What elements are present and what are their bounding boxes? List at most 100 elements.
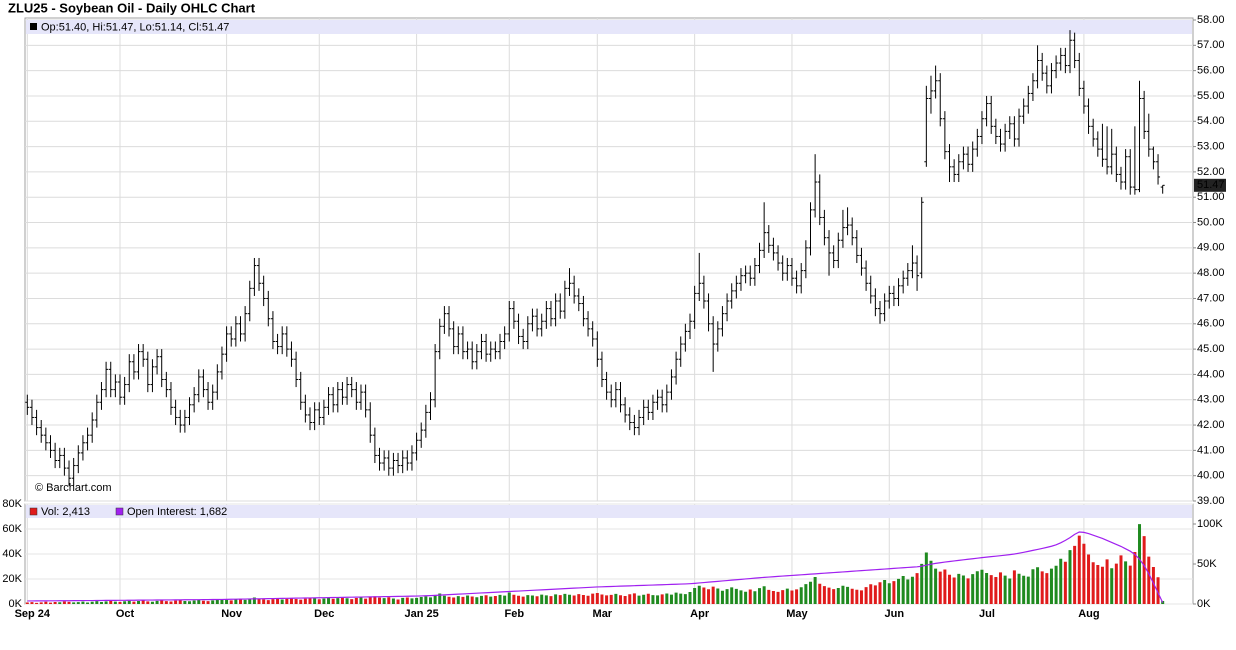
- x-tick-label: Oct: [116, 608, 135, 620]
- volume-bar: [1087, 554, 1091, 604]
- volume-bar: [331, 598, 335, 604]
- last-price-box: [1194, 178, 1226, 192]
- volume-bar: [410, 598, 414, 604]
- volume-bar: [123, 601, 127, 604]
- volume-bar: [744, 591, 748, 604]
- y-tick-label: 47.00: [1197, 292, 1225, 304]
- y-tick-label: 51.00: [1197, 191, 1225, 203]
- volume-bar: [869, 584, 873, 604]
- volume-bar: [1073, 545, 1077, 604]
- volume-bar: [762, 586, 766, 604]
- volume-bar: [808, 581, 812, 604]
- volume-bar: [127, 600, 131, 604]
- volume-bar: [753, 591, 757, 604]
- volume-bar: [350, 599, 354, 604]
- volume-bar: [910, 576, 914, 604]
- y-tick-label: 46.00: [1197, 318, 1225, 330]
- price-panel: [24, 17, 1194, 502]
- volume-bar: [707, 589, 711, 604]
- volume-bar: [920, 563, 924, 604]
- x-tick-label: Sep 24: [15, 608, 51, 620]
- volume-bar: [405, 597, 409, 604]
- volume-bar: [1008, 578, 1012, 604]
- y-tick-label: 49.00: [1197, 242, 1225, 254]
- volume-bar: [95, 601, 99, 604]
- y-tick-label: 53.00: [1197, 140, 1225, 152]
- volume-bar: [308, 597, 312, 604]
- volume-bar: [266, 600, 270, 604]
- y2-tick-label: 0K: [1197, 598, 1211, 610]
- volume-bar: [238, 598, 242, 604]
- volume-bar: [711, 586, 715, 604]
- volume-bar: [540, 594, 544, 604]
- volume-bar: [660, 594, 664, 604]
- volume-bar: [767, 589, 771, 604]
- volume-bar: [215, 599, 219, 604]
- volume-bar: [470, 596, 474, 604]
- volume-bar: [855, 589, 859, 604]
- volume-bar: [924, 552, 928, 604]
- volume-bar: [86, 602, 90, 604]
- volume-bar: [44, 601, 48, 604]
- volume-bar: [280, 599, 284, 604]
- volume-bar: [442, 595, 446, 604]
- volume-bar: [632, 593, 636, 604]
- volume-bar: [600, 594, 604, 604]
- volume-bar: [169, 601, 173, 604]
- volume-bar: [1096, 565, 1100, 604]
- volume-bar: [563, 593, 567, 604]
- volume-bar: [966, 578, 970, 604]
- volume-bar: [201, 600, 205, 604]
- volume-bar: [846, 586, 850, 604]
- volume-bar: [906, 579, 910, 604]
- volume-bar: [734, 588, 738, 604]
- volume-bar: [781, 590, 785, 604]
- volume-bar: [1156, 577, 1160, 604]
- volume-bar: [220, 599, 224, 604]
- volume-bar: [1012, 570, 1016, 604]
- y-tick-label: 0K: [9, 598, 23, 610]
- volume-bar: [164, 601, 168, 604]
- volume-bar: [535, 596, 539, 604]
- volume-bar: [577, 594, 581, 604]
- volume-bar: [975, 571, 979, 604]
- volume-bar: [595, 593, 599, 604]
- volume-bar: [702, 587, 706, 604]
- y-tick-label: 52.00: [1197, 166, 1225, 178]
- volume-bar: [109, 601, 113, 604]
- volume-bar: [317, 599, 321, 604]
- volume-bar: [771, 591, 775, 604]
- volume-bar: [479, 595, 483, 604]
- volume-bar: [804, 584, 808, 604]
- volume-bar: [929, 560, 933, 604]
- volume-bar: [521, 596, 525, 604]
- volume-bar: [178, 600, 182, 604]
- volume-bar: [1059, 558, 1063, 604]
- volume-bar: [785, 588, 789, 604]
- volume-bar: [883, 580, 887, 604]
- volume-bar: [1138, 524, 1142, 604]
- volume-bar: [303, 598, 307, 604]
- y-tick-label: 48.00: [1197, 267, 1225, 279]
- volume-bar: [276, 598, 280, 604]
- volume-bar: [1147, 556, 1151, 604]
- volume-bar: [1045, 573, 1049, 604]
- volume-bar: [30, 602, 34, 604]
- volume-bar: [1077, 535, 1081, 604]
- y-tick-label: 80K: [2, 498, 22, 510]
- volume-bar: [507, 592, 511, 604]
- volume-bar: [150, 601, 154, 604]
- y-tick-label: 40K: [2, 548, 22, 560]
- volume-bar: [137, 601, 141, 604]
- volume-bar: [605, 595, 609, 604]
- volume-bar: [1100, 566, 1104, 604]
- volume-bar: [850, 588, 854, 604]
- volume-bar: [873, 585, 877, 604]
- volume-bar: [368, 596, 372, 604]
- volume-bar: [901, 576, 905, 604]
- volume-bar: [113, 601, 117, 604]
- volume-bar: [155, 600, 159, 604]
- volume-bar: [878, 582, 882, 604]
- volume-bar: [452, 597, 456, 604]
